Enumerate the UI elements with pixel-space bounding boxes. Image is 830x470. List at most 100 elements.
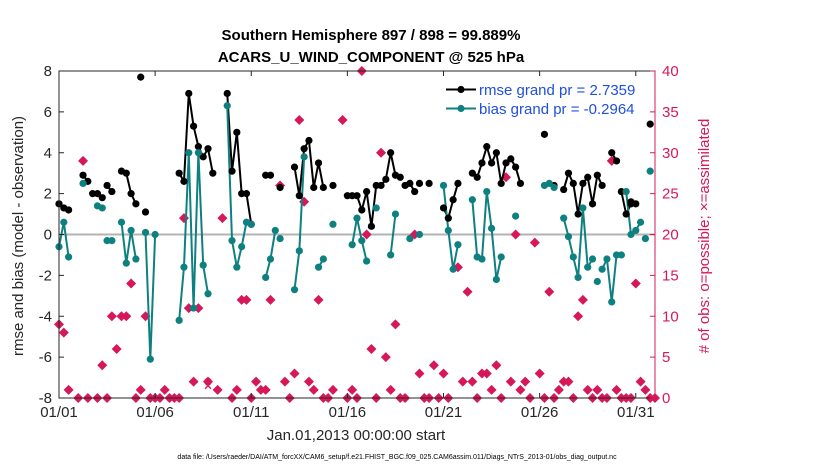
obs-assimilated-marker [279,376,290,387]
y-tick-label: -2 [39,267,52,284]
obs-assimilated-marker [289,368,300,379]
rmse-point [199,153,207,161]
legend-rmse-marker [457,85,465,94]
bias-point [329,220,337,228]
rmse-point [180,177,188,185]
rmse-point [564,169,573,177]
obs-assimilated-marker [260,384,271,395]
bias-point [603,255,611,263]
bias-point [348,241,356,249]
rmse-point [598,181,606,190]
obs-assimilated-marker [337,115,348,126]
obs-assimilated-marker [577,294,588,305]
bias-line [351,217,368,262]
obs-assimilated-marker [544,286,555,297]
x-tick-label: 01/06 [136,404,174,421]
y-tick-label: 8 [44,63,52,80]
obs-assimilated-marker [241,294,252,305]
rmse-point [516,179,525,188]
obs-assimilated-marker [491,360,502,371]
rmse-point [492,149,500,157]
legend-bias-marker [457,104,465,113]
rmse-point [79,171,87,179]
obs-assimilated-marker [294,115,305,126]
bias-point [406,234,414,243]
bias-point [550,183,558,192]
rmse-point [276,183,284,192]
obs-assimilated-marker [390,319,401,330]
obs-assimilated-marker [78,155,89,166]
rmse-point [358,206,366,214]
rmse-point [483,143,491,151]
bias-point [415,230,424,239]
bias-point [598,265,606,273]
x-axis: 01/01 01/06 01/11 01/16 01/21 01/26 01/31 [40,71,655,421]
rmse-point [89,190,97,198]
obs-assimilated-marker [159,384,170,395]
rmse-point [487,159,496,167]
rmse-point [137,73,145,81]
obs-assimilated-marker [640,384,651,395]
rmse-point [473,173,481,181]
obs-assimilated-marker [457,376,468,387]
x-tick-label: 01/01 [40,404,78,421]
rmse-point [132,200,140,208]
obs-assimilated-marker [97,360,108,371]
rmse-point [314,159,323,167]
chart-title: Southern Hemisphere 897 / 898 = 99.889% [222,27,521,44]
rmse-point [305,136,313,145]
obs-assimilated-marker [438,368,449,379]
obs-assimilated-marker [135,384,146,395]
bias-point [228,237,236,245]
bias-point [262,273,270,282]
rmse-point [233,128,241,136]
rmse-point [223,89,231,98]
rmse-point [367,222,376,230]
bias-point [617,251,625,259]
bias-point [564,232,573,241]
bias-point [560,214,568,222]
x-axis-label: Jan.01,2013 00:00:00 start [267,427,446,444]
y-axis-right: 0 5 10 15 20 25 30 35 40 [650,63,679,407]
bias-point [358,237,366,245]
bias-point [444,226,452,235]
obs-assimilated-marker [63,384,74,395]
rmse-point [646,120,654,128]
bias-point [478,255,486,263]
bias-point [108,237,116,245]
obs-assimilated-marker [534,368,545,379]
bias-point [363,257,371,265]
bias-point [204,290,212,298]
legend: rmse grand pr = 2.7359 bias grand pr = -… [441,78,648,120]
bias-point [483,187,491,196]
obs-assimilated-marker [553,384,564,395]
bias-point [146,355,154,363]
rmse-point [593,171,601,179]
bias-point [387,251,395,259]
obs-assimilated-marker [126,278,137,289]
rmse-point [396,173,404,181]
bias-line [120,222,137,265]
bias-point [132,255,140,263]
bias-point [266,255,275,263]
bias-point [127,226,135,235]
obs-assimilated-marker [231,384,242,395]
y-axis-left: -8 -6 -4 -2 0 2 4 6 8 [39,63,64,407]
obs-assimilated-marker [414,368,425,379]
bias-point [641,234,649,243]
rmse-point [103,181,111,190]
rmse-point [612,157,621,165]
bias-point [627,230,635,239]
rmse-point [377,181,385,190]
rmse-point [540,130,549,138]
footnote: data file: /Users/raeder/DAI/ATM_forcXX/… [177,454,617,461]
bias-point [122,259,130,267]
y2-tick-label: 5 [662,349,670,366]
obs-assimilated-marker [106,311,117,322]
bias-point [290,286,299,294]
bias-point [449,265,457,273]
bias-line [389,213,397,256]
rmse-point [343,192,351,200]
obs-assimilated-marker [303,376,314,387]
